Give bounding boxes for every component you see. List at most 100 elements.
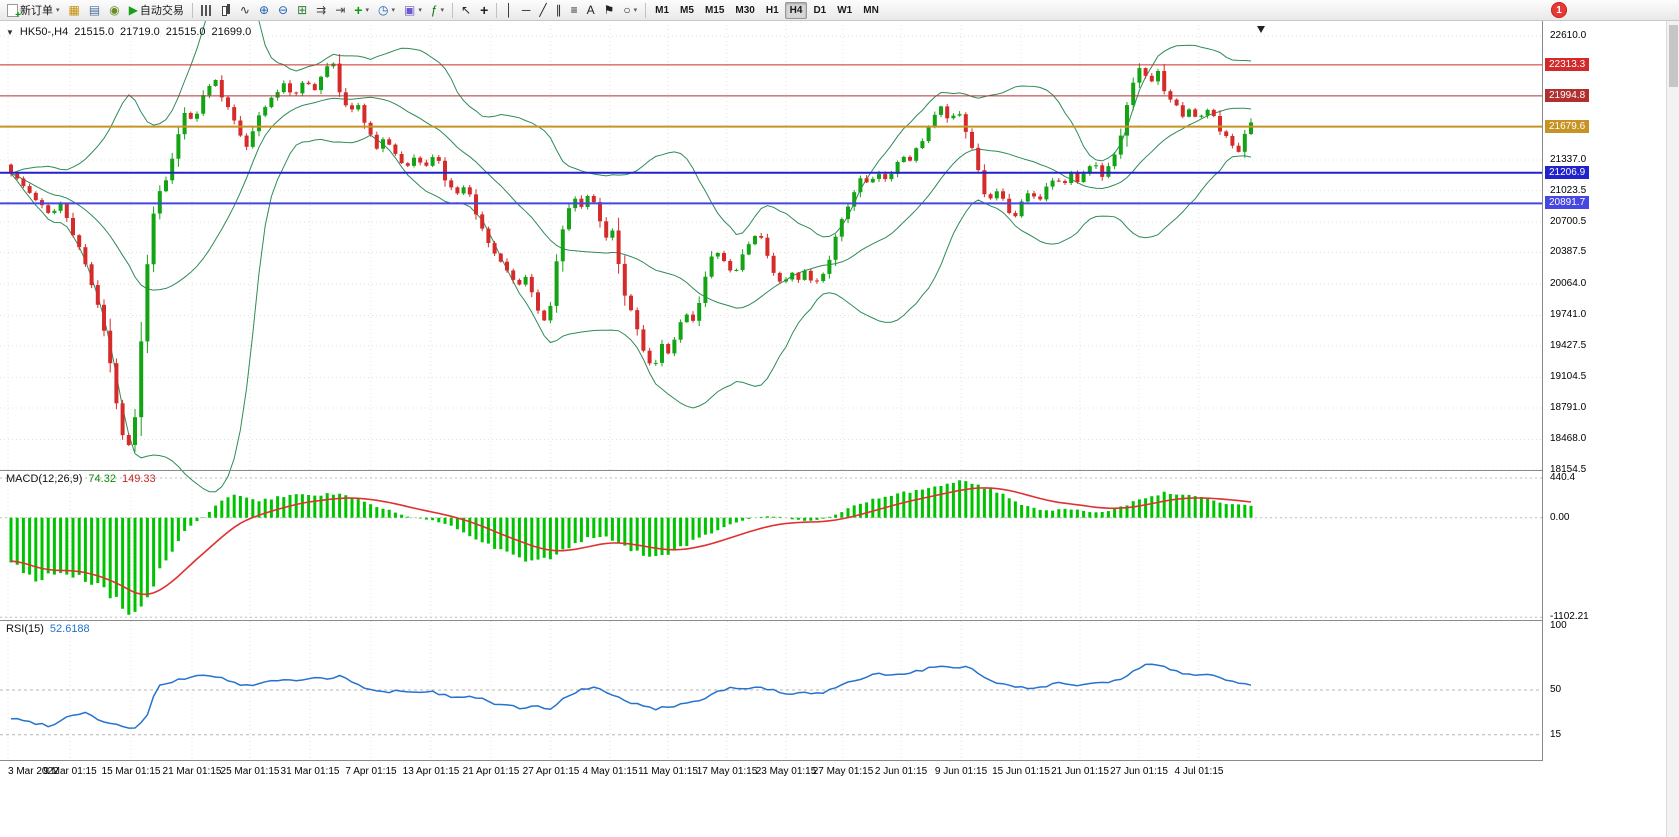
text-button[interactable]: A	[583, 2, 599, 19]
time-tick-label: 27 Jun 01:15	[1110, 766, 1168, 777]
new-order-icon	[7, 3, 21, 21]
line-chart-icon: ∿	[239, 2, 250, 17]
templates-button[interactable]: ▣ ▾	[400, 2, 426, 19]
time-tick-label: 9 Mar 01:15	[43, 766, 97, 777]
label-button[interactable]: ⚑	[600, 2, 619, 19]
clock-icon: ◷	[378, 2, 389, 17]
rsi-axis-label: 15	[1550, 729, 1562, 740]
line-chart-button[interactable]: ∿	[236, 2, 254, 19]
cursor-button[interactable]: ↖	[457, 2, 475, 19]
zoom-out-button[interactable]: ⊖	[274, 2, 292, 19]
text-icon: A	[586, 2, 595, 17]
tile-windows-icon: ⊞	[297, 2, 308, 17]
timeframe-m5-label: M5	[680, 4, 694, 16]
price-tick-label: 19427.5	[1550, 340, 1587, 351]
dropdown-caret-icon: ▾	[56, 7, 60, 14]
auto-scroll-icon: ⇉	[316, 2, 327, 17]
time-tick-label: 21 Mar 01:15	[162, 766, 222, 777]
time-tick-label: 17 May 01:15	[696, 766, 758, 777]
fibonacci-button[interactable]: ≡	[567, 2, 582, 19]
macd-axis-label: 0.00	[1550, 512, 1570, 523]
macd-histogram	[9, 480, 1253, 615]
current-bar-marker	[1257, 26, 1265, 33]
period-button[interactable]: ◷ ▾	[374, 2, 399, 19]
candles	[9, 54, 1253, 452]
time-tick-label: 27 Apr 01:15	[522, 766, 580, 777]
indicators-button[interactable]: ƒ ▾	[427, 2, 448, 19]
price-tick-label: 19741.0	[1550, 309, 1587, 320]
chart-canvas[interactable]	[0, 21, 1543, 761]
crosshair-button[interactable]: +	[476, 2, 492, 19]
price-tick-label: 18154.5	[1550, 464, 1587, 475]
channel-button[interactable]: ∥	[552, 2, 566, 19]
autotrade-button[interactable]: ▶ 自动交易	[125, 2, 188, 19]
notification-badge[interactable]: 1	[1551, 2, 1567, 18]
price-line-label: 21679.6	[1545, 120, 1590, 133]
time-tick-label: 25 Mar 01:15	[220, 766, 280, 777]
timeframe-h4[interactable]: H4	[784, 1, 808, 19]
timeframe-h1-label: H1	[765, 4, 779, 16]
time-tick-label: 15 Mar 01:15	[101, 766, 161, 777]
time-axis: 3 Mar 2022 9 Mar 01:15 15 Mar 01:15 21 Mar …	[0, 761, 1544, 781]
price-tick-label: 21023.5	[1550, 185, 1587, 196]
trendline-button[interactable]: ╱	[535, 2, 550, 19]
dropdown-caret-icon: ▾	[440, 7, 445, 14]
bollinger-bands	[10, 21, 1252, 493]
dropdown-caret-icon: ▾	[391, 7, 395, 14]
auto-scroll-button[interactable]: ⇉	[312, 2, 330, 19]
timeframe-m30[interactable]: M30	[730, 2, 759, 19]
time-tick-label: 23 May 01:15	[755, 766, 817, 777]
bar-chart-icon	[200, 4, 212, 16]
label-icon: ⚑	[603, 2, 615, 17]
scrollbar-thumb[interactable]	[1669, 25, 1678, 87]
price-axis: 22610.0 21337.0 21023.5 20700.5 20387.5 20064…	[1544, 21, 1666, 837]
time-tick-label: 13 Apr 01:15	[402, 766, 460, 777]
trendline-icon: ╱	[539, 2, 547, 17]
rsi-axis-label: 50	[1550, 684, 1562, 695]
time-tick-label: 9 Jun 01:15	[934, 766, 988, 777]
timeframe-d1-label: D1	[813, 4, 827, 16]
rsi-axis-label: 100	[1550, 620, 1567, 631]
main-toolbar: 新订单▾▦▤◉▶自动交易∿⊕⊖⊞⇉⇥+▾◷▾▣▾ƒ▾↖+│─╱∥≡A⚑○▾M1M…	[0, 0, 1679, 21]
timeframe-w1[interactable]: W1	[832, 2, 857, 19]
macd-axis-label: 440.4	[1550, 472, 1576, 483]
horizontal-line-button[interactable]: ─	[518, 2, 535, 19]
timeframe-h1[interactable]: H1	[761, 2, 784, 19]
time-tick-label: 3 Mar 2022	[8, 766, 59, 777]
bar-chart-button[interactable]	[197, 2, 216, 19]
macd-axis-label: -1102.21	[1550, 611, 1589, 622]
chart-expand-icon[interactable]: ▼	[6, 27, 14, 37]
horizontal-line-icon: ─	[521, 2, 531, 17]
market-watch-icon: ▦	[68, 2, 80, 17]
new-order-button[interactable]: 新订单▾	[3, 2, 64, 21]
ohlc-close: 21699.0	[211, 26, 252, 38]
horizontal-lines	[0, 64, 1542, 205]
navigator-button[interactable]: ◉	[105, 2, 123, 19]
timeframe-m1[interactable]: M1	[650, 2, 674, 19]
timeframe-d1[interactable]: D1	[808, 2, 831, 19]
chart-shift-button[interactable]: ⇥	[331, 2, 349, 19]
timeframe-m15[interactable]: M15	[700, 2, 729, 19]
data-window-icon: ▤	[88, 2, 101, 17]
toolbar-separator	[452, 2, 454, 18]
tile-windows-button[interactable]: ⊞	[293, 2, 311, 19]
vertical-scrollbar[interactable]	[1666, 21, 1679, 837]
zoom-out-icon: ⊖	[278, 2, 289, 17]
timeframe-m5[interactable]: M5	[675, 2, 699, 19]
candlestick-chart-button[interactable]	[217, 2, 235, 19]
new-chart-button[interactable]: + ▾	[350, 2, 373, 19]
shapes-button[interactable]: ○ ▾	[619, 2, 641, 19]
timeframe-mn[interactable]: MN	[858, 2, 884, 19]
zoom-in-button[interactable]: ⊕	[255, 2, 273, 19]
time-tick-label: 21 Apr 01:15	[462, 766, 520, 777]
price-line-label: 21206.9	[1545, 166, 1590, 179]
price-tick-label: 18468.0	[1550, 433, 1587, 444]
autotrade-play-icon: ▶	[128, 2, 138, 17]
data-window-button[interactable]: ▤	[85, 2, 104, 19]
rsi-value: 52.6188	[49, 623, 90, 635]
market-watch-button[interactable]: ▦	[65, 2, 84, 19]
vertical-line-icon: │	[505, 2, 513, 17]
rsi-line	[10, 663, 1252, 729]
vertical-line-button[interactable]: │	[501, 2, 517, 19]
